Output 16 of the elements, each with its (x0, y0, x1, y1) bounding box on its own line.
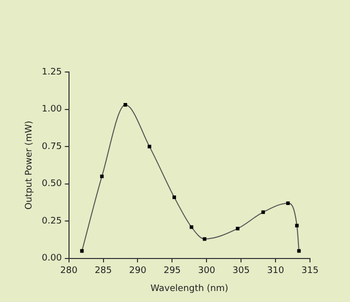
x-tick-label: 315 (301, 266, 319, 276)
x-tick-label: 300 (198, 266, 216, 276)
y-tick-label: 0.00 (42, 254, 62, 264)
y-tick-label: 0.50 (42, 179, 62, 190)
x-axis-title: Wavelength (nm) (150, 284, 228, 294)
y-axis-title: Output Power (mW) (24, 120, 35, 210)
x-tick-label: 285 (94, 266, 112, 276)
x-tick-label: 305 (232, 266, 250, 276)
y-tick-label: 0.75 (42, 142, 62, 152)
x-tick-label: 290 (129, 266, 147, 276)
x-tick-label: 295 (164, 266, 181, 276)
x-tick-label: 280 (60, 266, 78, 276)
y-tick-label: 1.00 (42, 104, 62, 115)
y-tick-label: 0.25 (42, 216, 62, 226)
x-tick-label: 310 (266, 266, 284, 276)
y-tick-label: 1.25 (42, 67, 62, 78)
